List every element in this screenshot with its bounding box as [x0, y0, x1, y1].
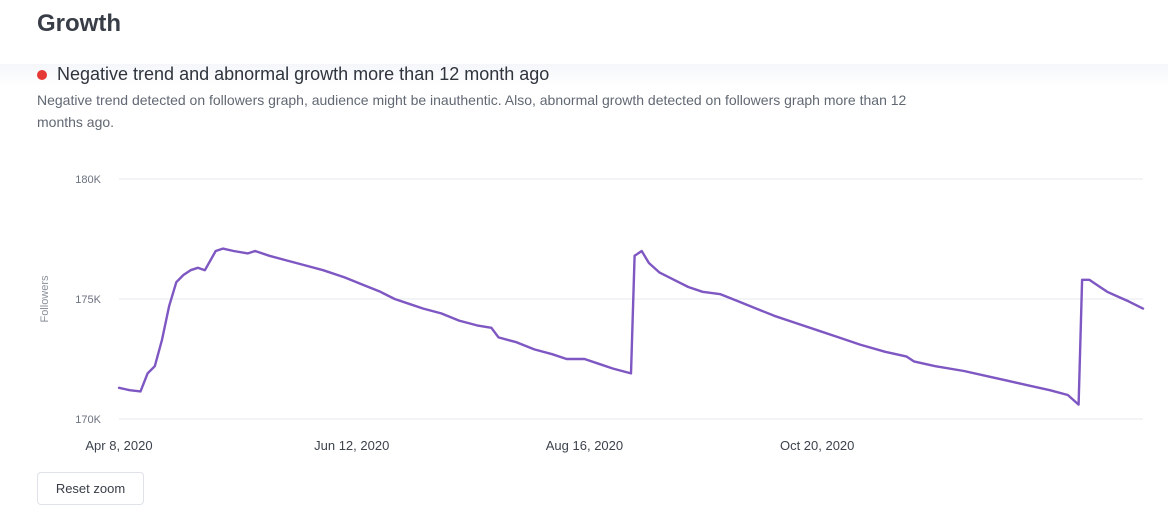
reset-zoom-button[interactable]: Reset zoom [37, 472, 144, 505]
y-tick-label: 180K [75, 174, 101, 186]
x-tick-label: Oct 20, 2020 [780, 438, 854, 453]
y-tick-label: 170K [75, 414, 101, 426]
followers-chart-svg[interactable]: 170K 175K 180K Followers Apr 8, 2020 Jun 12, … [0, 160, 1168, 460]
alert-band [0, 64, 1168, 86]
x-tick-label: Jun 12, 2020 [314, 438, 389, 453]
alert-description: Negative trend detected on followers gra… [37, 92, 907, 130]
x-tick-label: Apr 8, 2020 [85, 438, 152, 453]
alert-title: Negative trend and abnormal growth more … [57, 64, 550, 84]
alert-row: Negative trend and abnormal growth more … [37, 64, 549, 85]
x-tick-label: Aug 16, 2020 [546, 438, 623, 453]
followers-chart[interactable]: 170K 175K 180K Followers Apr 8, 2020 Jun 12, … [0, 160, 1168, 460]
y-axis-title: Followers [39, 275, 51, 323]
section-title: Growth [37, 10, 121, 37]
section-header: Growth [0, 0, 1168, 65]
followers-series-line [117, 247, 1145, 406]
red-dot-icon [37, 69, 47, 80]
y-tick-label: 175K [75, 294, 101, 306]
